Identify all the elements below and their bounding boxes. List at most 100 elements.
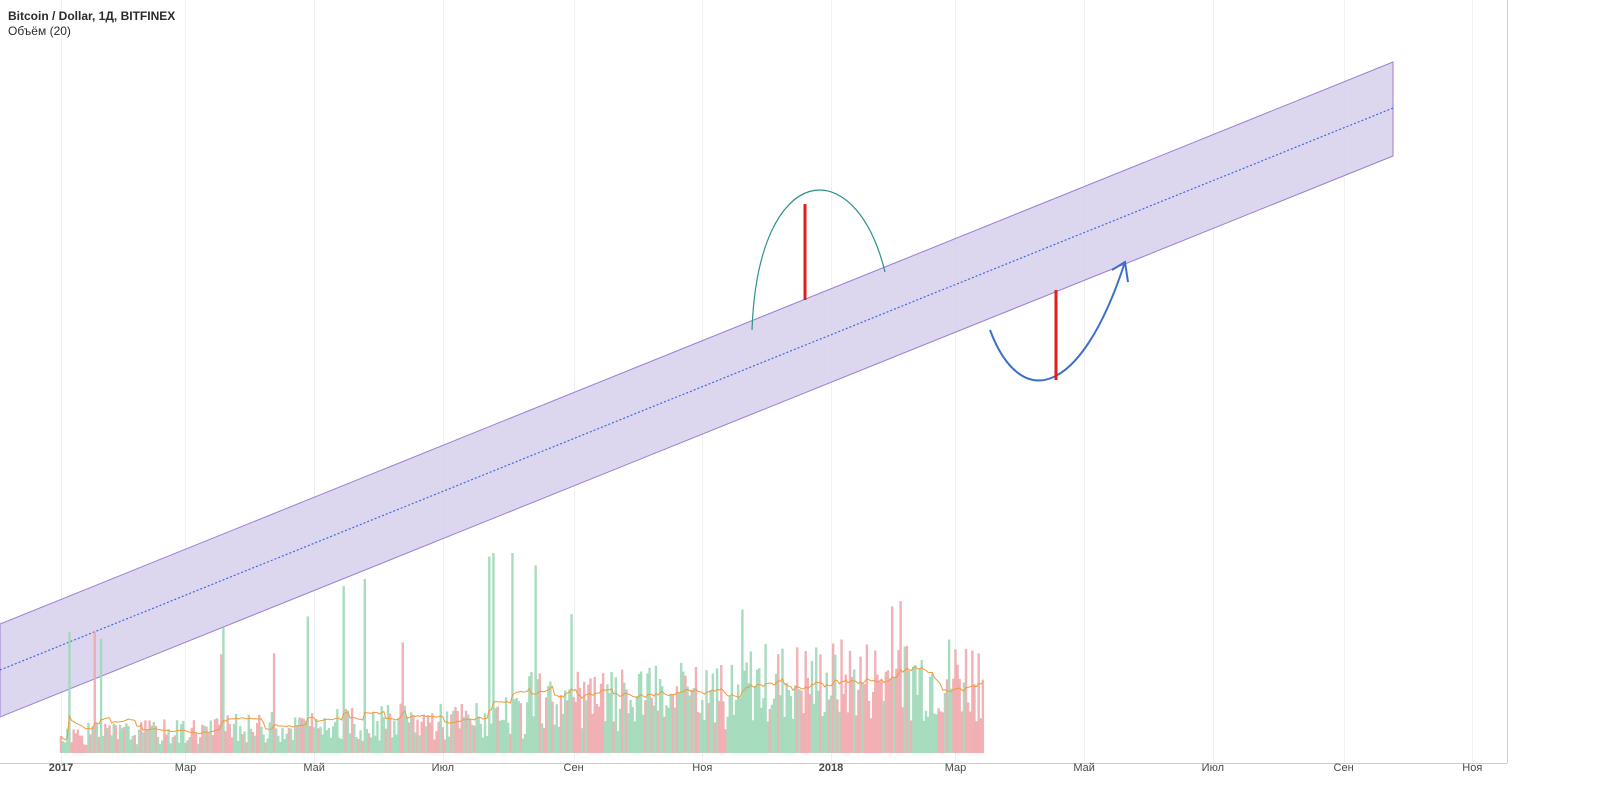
- volume-bar: [268, 722, 272, 753]
- volume-bar: [441, 727, 445, 753]
- volume-bar: [663, 716, 666, 753]
- volume-bar: [177, 742, 181, 753]
- volume-bar: [274, 728, 278, 753]
- volume-bar: [924, 710, 928, 753]
- volume-bar: [701, 699, 704, 753]
- volume-indicator-label[interactable]: Объём (20): [8, 24, 71, 38]
- volume-bar: [237, 740, 240, 753]
- volume-bar: [703, 719, 706, 753]
- volume-bar: [270, 711, 274, 753]
- volume-bar: [494, 708, 497, 753]
- volume-bar: [399, 703, 402, 753]
- volume-bar: [190, 727, 193, 753]
- volume-bar: [884, 671, 888, 753]
- volume-bar: [500, 719, 504, 753]
- head-arc: [751, 189, 886, 331]
- volume-bar: [739, 697, 742, 753]
- volume-bar: [810, 660, 814, 753]
- volume-bar: [692, 687, 696, 753]
- volume-bar: [127, 726, 130, 753]
- volume-bar: [893, 677, 896, 753]
- volume-bar: [555, 704, 558, 753]
- volume-bar: [580, 728, 584, 753]
- volume-bar: [428, 722, 432, 753]
- volume-bar: [452, 710, 455, 753]
- volume-bar: [479, 723, 483, 753]
- volume-bar: [599, 683, 603, 753]
- volume-bar: [627, 713, 630, 753]
- volume-bar: [232, 723, 236, 753]
- volume-bar: [696, 711, 700, 753]
- volume-bar: [462, 716, 466, 753]
- volume-bar: [342, 586, 345, 753]
- volume-bar: [671, 694, 674, 753]
- volume-bar: [688, 695, 691, 753]
- volume-bar: [184, 742, 187, 753]
- volume-bar: [146, 729, 149, 753]
- volume-bar: [842, 694, 845, 753]
- volume-bar: [536, 679, 539, 753]
- volume-bar: [137, 729, 141, 753]
- volume-bar: [853, 669, 856, 753]
- time-axis[interactable]: 2017 Мар Май Июл Сен Ноя 2018 Мар Май Июл Сен Ноя: [49, 762, 1483, 774]
- volume-bar: [458, 728, 461, 753]
- projection-arc: [989, 261, 1126, 382]
- volume-bar: [743, 670, 746, 753]
- volume-bar: [834, 654, 837, 753]
- volume-bar: [361, 740, 364, 753]
- volume-bar: [443, 739, 447, 753]
- volume-bar: [964, 648, 968, 753]
- volume-bar: [971, 650, 974, 753]
- volume-bar: [433, 739, 436, 753]
- volume-bar: [247, 714, 250, 753]
- volume-bar: [686, 686, 689, 753]
- volume-bar: [871, 692, 875, 753]
- volume-bar: [637, 673, 641, 753]
- volume-bar: [120, 728, 124, 753]
- volume-bar: [422, 714, 426, 753]
- volume-bar: [850, 676, 854, 753]
- volume-bar: [682, 671, 685, 753]
- volume-bar: [456, 711, 459, 753]
- volume-bar: [935, 714, 938, 753]
- volume-bar: [488, 556, 491, 753]
- volume-bar: [585, 700, 588, 753]
- volume-bar: [715, 668, 719, 753]
- volume-bar: [545, 697, 548, 753]
- volume-bar: [369, 737, 373, 753]
- volume-bar: [642, 714, 645, 753]
- volume-bar: [589, 678, 592, 753]
- volume-bar: [346, 710, 350, 753]
- volume-bar: [158, 744, 162, 753]
- volume-bar: [831, 643, 835, 753]
- volume-bar: [350, 708, 354, 753]
- volume-bar: [620, 669, 624, 753]
- volume-bar: [129, 739, 132, 753]
- volume-bar: [646, 673, 649, 753]
- projection-arrowhead: [1111, 260, 1129, 283]
- regression-channel: [0, 61, 1394, 718]
- volume-bar: [99, 638, 103, 753]
- volume-bar: [391, 737, 394, 753]
- volume-bar: [241, 734, 244, 753]
- volume-bar: [327, 728, 331, 753]
- chart-title[interactable]: Bitcoin / Dollar, 1Д, BITFINEX: [8, 9, 176, 23]
- volume-bar: [310, 713, 314, 753]
- volume-bar: [766, 721, 769, 753]
- volume-bar: [931, 673, 934, 753]
- volume-bar: [424, 726, 428, 753]
- volume-bar: [736, 684, 740, 753]
- volume-bar: [135, 744, 139, 753]
- volume-bar: [922, 720, 926, 753]
- volume-bar: [798, 689, 801, 753]
- volume-bar: [943, 692, 947, 753]
- volume-bar: [340, 738, 343, 753]
- volume-bar: [485, 735, 489, 753]
- volume-bar: [673, 707, 677, 753]
- volume-bar: [490, 723, 493, 753]
- volume-bar: [734, 699, 738, 753]
- volume-bar: [804, 651, 807, 753]
- volume-bar: [460, 703, 464, 753]
- volume-bar: [675, 686, 679, 753]
